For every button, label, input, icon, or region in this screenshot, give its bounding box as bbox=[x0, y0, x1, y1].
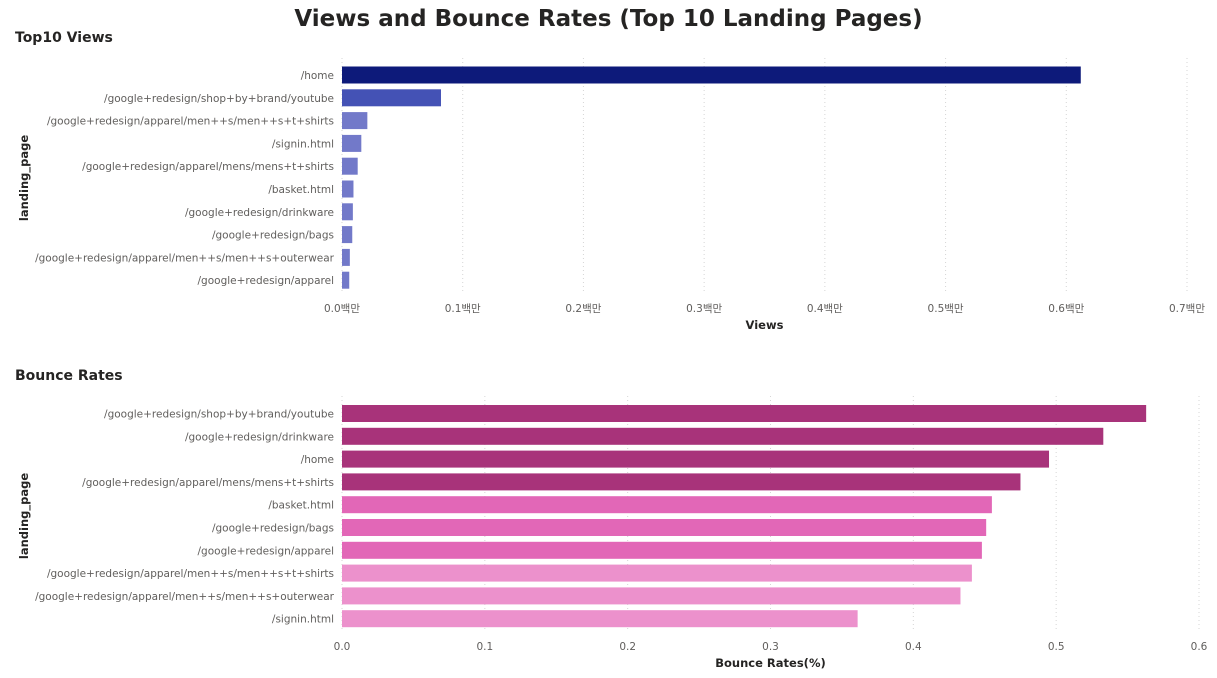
bar-7[interactable] bbox=[342, 226, 353, 244]
tick-label-4: 0.4백만 bbox=[807, 303, 843, 315]
tick-label-1: 0.1백만 bbox=[445, 303, 481, 315]
dashboard-title: Views and Bounce Rates (Top 10 Landing P… bbox=[294, 6, 923, 32]
bar-9[interactable] bbox=[342, 271, 350, 289]
category-label-1: /google+redesign/drinkware bbox=[185, 431, 334, 443]
bounce-chart-title: Bounce Rates bbox=[15, 368, 123, 384]
category-label-1: /google+redesign/shop+by+brand/youtube bbox=[104, 93, 334, 105]
views-bar-chart[interactable]: /home/google+redesign/shop+by+brand/yout… bbox=[0, 46, 1217, 346]
bar-2[interactable] bbox=[342, 450, 1050, 468]
category-label-3: /google+redesign/apparel/mens/mens+t+shi… bbox=[82, 477, 334, 489]
bar-5[interactable] bbox=[342, 519, 987, 536]
bar-9[interactable] bbox=[342, 610, 858, 628]
views-chart-title: Top10 Views bbox=[15, 30, 113, 46]
category-label-2: /home bbox=[301, 454, 334, 466]
category-label-0: /home bbox=[301, 70, 334, 82]
bar-0[interactable] bbox=[342, 405, 1147, 422]
tick-label-6: 0.6백만 bbox=[1048, 303, 1084, 315]
tick-label-6: 0.6 bbox=[1191, 641, 1208, 653]
bounce-rates-bar-chart[interactable]: /google+redesign/shop+by+brand/youtube/g… bbox=[0, 384, 1217, 678]
bar-6[interactable] bbox=[342, 541, 982, 559]
tick-label-3: 0.3백만 bbox=[686, 303, 722, 315]
tick-label-3: 0.3 bbox=[762, 641, 779, 653]
bar-8[interactable] bbox=[342, 587, 961, 605]
tick-label-1: 0.1 bbox=[476, 641, 493, 653]
category-label-5: /basket.html bbox=[268, 184, 334, 196]
bar-0[interactable] bbox=[342, 66, 1081, 84]
y-axis-title: landing_page bbox=[17, 473, 32, 559]
bar-8[interactable] bbox=[342, 248, 350, 266]
bar-1[interactable] bbox=[342, 427, 1104, 445]
tick-label-2: 0.2백만 bbox=[565, 303, 601, 315]
bar-4[interactable] bbox=[342, 496, 992, 514]
category-label-4: /basket.html bbox=[268, 500, 334, 512]
category-label-9: /google+redesign/apparel bbox=[198, 275, 334, 287]
category-label-6: /google+redesign/apparel bbox=[198, 545, 334, 557]
category-label-7: /google+redesign/bags bbox=[212, 230, 334, 242]
tick-label-0: 0.0백만 bbox=[324, 303, 360, 315]
bar-2[interactable] bbox=[342, 112, 368, 130]
tick-label-5: 0.5백만 bbox=[928, 303, 964, 315]
x-axis-title: Bounce Rates(%) bbox=[715, 656, 825, 670]
y-axis-title: landing_page bbox=[17, 135, 32, 221]
category-label-8: /google+redesign/apparel/men++s/men++s+o… bbox=[35, 252, 335, 264]
category-label-4: /google+redesign/apparel/mens/mens+t+shi… bbox=[82, 161, 334, 173]
tick-label-4: 0.4 bbox=[905, 641, 922, 653]
bar-3[interactable] bbox=[342, 134, 362, 152]
tick-label-7: 0.7백만 bbox=[1169, 303, 1205, 315]
category-label-9: /signin.html bbox=[272, 614, 334, 626]
category-label-3: /signin.html bbox=[272, 138, 334, 150]
bar-5[interactable] bbox=[342, 180, 354, 198]
bar-3[interactable] bbox=[342, 473, 1021, 491]
bar-7[interactable] bbox=[342, 564, 972, 582]
category-label-5: /google+redesign/bags bbox=[212, 523, 334, 535]
bar-4[interactable] bbox=[342, 157, 358, 175]
category-label-6: /google+redesign/drinkware bbox=[185, 207, 334, 219]
category-label-7: /google+redesign/apparel/men++s/men++s+t… bbox=[47, 568, 334, 580]
tick-label-2: 0.2 bbox=[619, 641, 636, 653]
x-axis-title: Views bbox=[746, 318, 784, 332]
tick-label-0: 0.0 bbox=[334, 641, 351, 653]
bar-6[interactable] bbox=[342, 203, 353, 221]
tick-label-5: 0.5 bbox=[1048, 641, 1065, 653]
category-label-8: /google+redesign/apparel/men++s/men++s+o… bbox=[35, 591, 335, 603]
category-label-2: /google+redesign/apparel/men++s/men++s+t… bbox=[47, 116, 334, 128]
bar-1[interactable] bbox=[342, 89, 441, 107]
category-label-0: /google+redesign/shop+by+brand/youtube bbox=[104, 409, 334, 421]
